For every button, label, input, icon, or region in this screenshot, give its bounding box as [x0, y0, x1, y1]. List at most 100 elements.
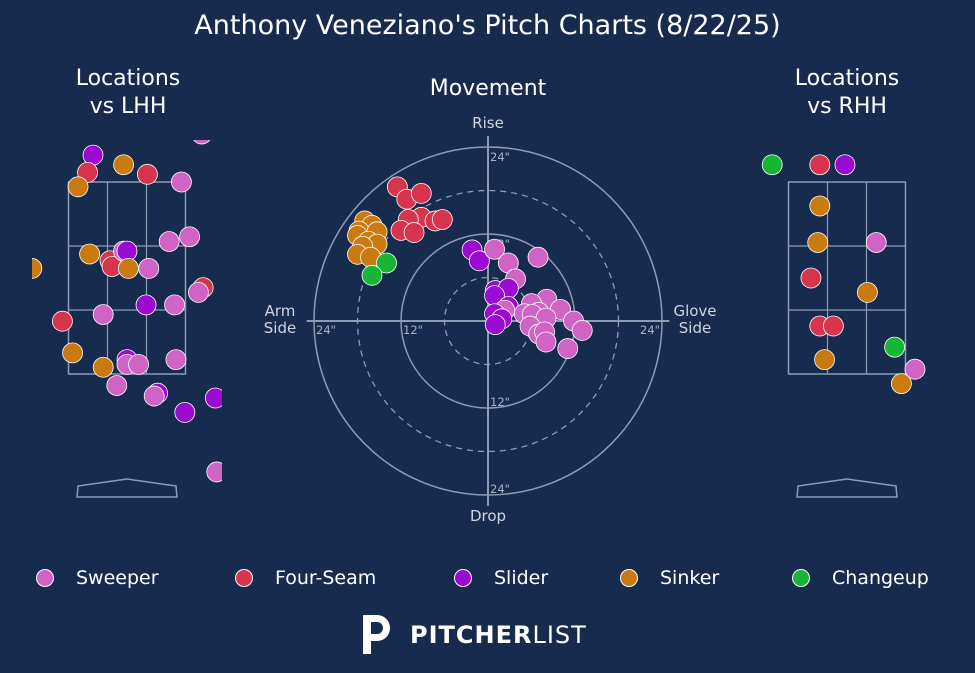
drop-label: Drop — [469, 507, 507, 525]
pitch-point — [62, 342, 83, 364]
legend-marker — [792, 569, 810, 587]
pitch-point — [814, 349, 835, 371]
movement-panel-title: Movement — [429, 76, 547, 101]
legend-item: Four-Seam — [235, 565, 376, 591]
ring-label: 12" — [403, 323, 423, 337]
pitch-point — [136, 163, 158, 185]
pitch-point — [164, 294, 186, 316]
pitch-point — [193, 140, 211, 145]
pitch-point — [879, 51, 899, 71]
movement-points — [347, 176, 593, 359]
chart-title: Anthony Veneziano's Pitch Charts (8/22/2… — [194, 10, 781, 41]
pitch-point — [557, 338, 579, 359]
ring-label: 24" — [640, 323, 660, 337]
ring-label: 24" — [316, 323, 336, 337]
pitch-point — [361, 264, 383, 286]
movement-panel: 24"12"12"24"24"12"24" — [306, 136, 670, 506]
pitch-point — [138, 257, 160, 279]
pitch-point — [67, 176, 89, 198]
legend-label: Four-Seam — [275, 567, 377, 589]
pitch-point — [79, 243, 100, 265]
pitch-point — [174, 401, 196, 423]
pitcherlist-logo: PITCHERLIST — [358, 612, 587, 657]
rise-label: Rise — [472, 114, 504, 132]
legend-marker — [620, 569, 638, 587]
pitch-point — [170, 171, 192, 193]
pitch-point — [158, 231, 180, 252]
location-panel-0 — [32, 116, 222, 498]
pitch-point — [761, 154, 783, 176]
home-plate — [796, 478, 898, 498]
pitch-point — [834, 154, 856, 176]
home-plate — [76, 478, 178, 498]
legend-item: Sweeper — [36, 565, 159, 591]
pitch-point — [128, 353, 149, 375]
rhh-panel-title: Locations vs RHH — [794, 66, 900, 119]
pitch-point — [117, 257, 139, 279]
legend-label: Slider — [494, 567, 549, 589]
legend-marker — [454, 569, 472, 587]
legend-label: Changeup — [832, 567, 929, 589]
pitch-point — [431, 209, 453, 230]
pitch-point — [165, 349, 187, 371]
legend-item: Changeup — [792, 565, 929, 591]
pitch-point — [206, 461, 222, 483]
pitch-point — [70, 119, 90, 139]
pitch-point — [902, 95, 922, 115]
legend-label: Sweeper — [76, 567, 159, 589]
legend-marker — [36, 569, 54, 587]
legend-item: Sinker — [620, 565, 719, 591]
lhh-panel-title: Locations vs LHH — [75, 66, 181, 119]
logo-text-light: LIST — [532, 620, 587, 649]
arm-side-label: Arm Side — [263, 302, 297, 337]
pitch-point — [891, 373, 912, 395]
pitch-point — [410, 182, 432, 204]
logo-text-bold: PITCHER — [410, 620, 533, 649]
pitch-point — [468, 250, 490, 272]
pitch-point — [32, 258, 43, 279]
pitch-point — [484, 238, 505, 260]
pitch-point — [376, 252, 397, 274]
pitch-point — [807, 232, 829, 253]
pitch-point — [92, 304, 114, 325]
pitch-point — [535, 331, 557, 353]
pitch-point — [77, 161, 98, 183]
pitch-point — [52, 310, 73, 332]
pitch-point — [571, 320, 593, 341]
ring-label: 24" — [490, 150, 510, 164]
ring-label: 12" — [490, 395, 510, 409]
pitch-points — [32, 116, 222, 483]
legend: Sweeper Four-Seam Slider Sinker Changeup — [0, 565, 975, 591]
pitch-point — [904, 358, 926, 380]
pitch-point — [865, 232, 887, 253]
pitch-point — [187, 281, 209, 303]
pitch-point — [823, 315, 844, 337]
pitch-point — [484, 314, 506, 336]
glove-side-label: Glove Side — [673, 302, 717, 337]
pitch-point — [527, 246, 549, 268]
legend-item: Slider — [454, 565, 548, 591]
pitch-point — [857, 281, 878, 303]
pitch-point — [106, 375, 128, 396]
pitch-point — [403, 222, 425, 243]
pitch-point — [884, 336, 905, 358]
pitch-points — [761, 38, 926, 395]
pitch-point — [68, 116, 88, 136]
pitch-point — [92, 356, 114, 378]
pitch-point — [135, 294, 157, 316]
strike-zone — [787, 181, 907, 375]
pitch-point — [205, 387, 222, 409]
pitch-point — [179, 226, 200, 248]
legend-marker — [235, 569, 253, 587]
pitch-point — [800, 267, 822, 289]
ring-label: 24" — [490, 482, 510, 496]
legend-label: Sinker — [660, 567, 720, 589]
pitch-point — [874, 38, 894, 58]
pitcherlist-logo-icon — [363, 615, 390, 654]
location-panel-2 — [761, 38, 926, 498]
pitch-point — [113, 154, 134, 176]
pitch-point — [809, 154, 831, 176]
pitch-point — [143, 385, 165, 407]
pitch-point — [809, 195, 831, 217]
